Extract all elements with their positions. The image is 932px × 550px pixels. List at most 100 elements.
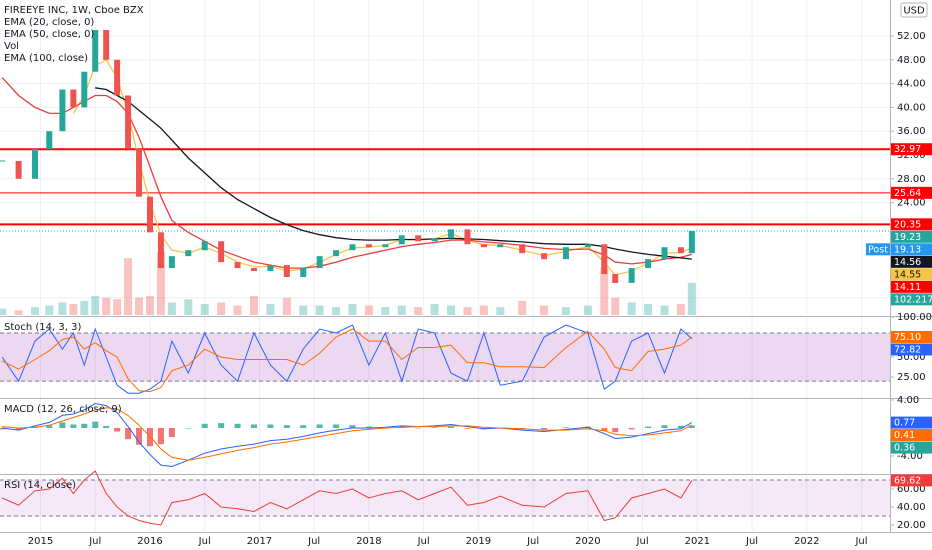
volume-bar (58, 302, 67, 315)
histogram-bar (415, 427, 422, 429)
price-badge (891, 255, 932, 268)
histogram-bar (316, 424, 323, 428)
volume-bar (463, 307, 472, 315)
volume-bar (91, 296, 100, 315)
candle (382, 244, 389, 248)
histogram-bar (92, 421, 99, 428)
price-badge (891, 293, 932, 306)
x-tick-label: 2020 (575, 536, 600, 547)
candle (349, 244, 356, 251)
candle (398, 235, 405, 245)
price-badge-label: 72.82 (894, 344, 921, 355)
x-tick-label: Jul (88, 536, 101, 547)
histogram-bar (70, 424, 77, 428)
histogram-bar (125, 427, 132, 440)
candle (645, 259, 652, 269)
volume-bar (676, 303, 685, 315)
histogram-bar (365, 426, 372, 428)
histogram-bar (645, 426, 652, 428)
x-tick-label: Jul (745, 536, 758, 547)
price-badge (891, 429, 932, 442)
x-tick-label: 2022 (794, 536, 819, 547)
volume-bar (14, 310, 23, 315)
histogram-bar (661, 425, 668, 428)
histogram-bar (81, 423, 88, 428)
candle (59, 89, 66, 132)
candle (415, 235, 422, 242)
price-badge-label: 25.64 (894, 188, 921, 199)
volume-bar (217, 302, 226, 315)
candle (136, 149, 143, 197)
volume-bar (31, 307, 40, 315)
price-badge-label: 20.35 (894, 219, 921, 230)
histogram-bar (218, 423, 225, 428)
volume-bar (540, 305, 549, 315)
y-tick-label: 24.00 (897, 198, 926, 209)
band-fill (0, 333, 890, 382)
price-badge-label: 19.23 (894, 232, 921, 243)
histogram-bar (464, 427, 471, 429)
price-badge (891, 416, 932, 429)
histogram-bar (267, 424, 274, 428)
x-tick-label: Jul (307, 536, 320, 547)
volume-bar (200, 303, 209, 315)
candle (32, 149, 39, 179)
candle (267, 265, 274, 272)
x-tick-label: Jul (526, 536, 539, 547)
volume-bar (364, 305, 373, 315)
candle (497, 244, 504, 248)
y-tick-label: 100.00 (897, 312, 932, 323)
pane-title: FIREEYE INC, 1W, Cboe BZX (4, 5, 144, 16)
histogram-bar (562, 427, 569, 428)
price-badge (891, 441, 932, 454)
indicator-line (1, 324, 693, 394)
y-tick-label: 50.00 (897, 352, 926, 363)
volume-bar (45, 305, 54, 315)
candle (146, 196, 153, 233)
pane-title: RSI (14, close) (4, 480, 76, 491)
candle (601, 244, 608, 275)
candle (157, 232, 164, 269)
volume-bar (687, 282, 696, 315)
volume-bar (611, 297, 620, 315)
volume-bar (102, 297, 111, 315)
histogram-bar (677, 425, 684, 428)
candle (628, 268, 635, 283)
candle (448, 229, 455, 239)
volume-bar (69, 303, 78, 315)
volume-bar (479, 305, 488, 315)
volume-bar (282, 297, 291, 315)
candle (612, 274, 619, 283)
y-tick-label: 48.00 (897, 55, 926, 66)
indicator-line (1, 328, 693, 393)
candle (464, 229, 471, 245)
legend-entry: EMA (100, close) (4, 53, 88, 64)
volume-bar (184, 299, 193, 315)
volume-bar (627, 302, 636, 315)
price-badge-label: 19.13 (894, 244, 921, 255)
legend-entry: EMA (20, close, 0) (4, 17, 94, 28)
price-badge (891, 330, 932, 343)
histogram-bar (612, 427, 619, 433)
price-badge-label: 102.217M (894, 294, 932, 305)
candle (0, 160, 6, 162)
x-tick-label: 2019 (466, 536, 491, 547)
marks (0, 30, 890, 526)
volume-bar (266, 303, 275, 315)
volume-bar (644, 303, 653, 315)
legend-entry: EMA (50, close, 0) (4, 29, 94, 40)
candle (92, 30, 99, 72)
price-badge (891, 243, 932, 256)
candle (114, 59, 121, 96)
histogram-bar (628, 427, 635, 430)
histogram-bar (103, 425, 110, 428)
volume-bar (233, 305, 242, 315)
candle (316, 256, 323, 269)
volume-bar (249, 296, 258, 315)
price-badge (891, 143, 932, 156)
candle (168, 256, 175, 269)
histogram-bar (448, 426, 455, 428)
volume-bar (397, 305, 406, 315)
volume-bar (167, 302, 176, 315)
price-badge-label: 14.55 (894, 269, 921, 280)
